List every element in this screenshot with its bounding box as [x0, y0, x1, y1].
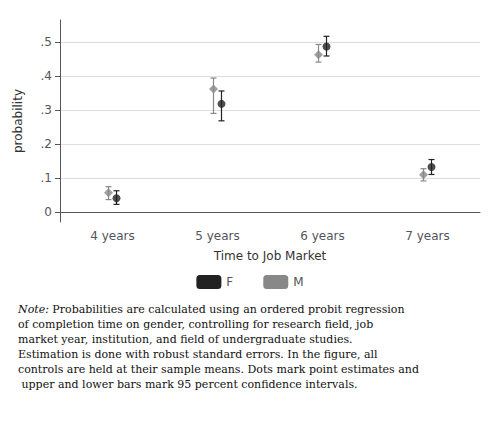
svg-text:0: 0 [44, 205, 52, 219]
svg-text:Note:: Note: [17, 303, 49, 316]
svg-text:6 years: 6 years [300, 229, 344, 243]
svg-text:7 years: 7 years [405, 229, 449, 243]
svg-text:market year, institution, and: market year, institution, and field of u… [18, 333, 356, 346]
svg-text:Probabilities are calculated u: Probabilities are calculated using an or… [49, 303, 408, 316]
svg-text:.1: .1 [41, 171, 52, 185]
svg-text:F: F [226, 275, 233, 289]
svg-text:.5: .5 [41, 35, 52, 49]
svg-text:Estimation is done with robust: Estimation is done with robust standard … [18, 348, 381, 361]
svg-text:of completion time on gender,: of completion time on gender, controllin… [18, 318, 377, 331]
svg-text:controls are held at their sam: controls are held at their sample means.… [18, 363, 419, 376]
svg-text:.3: .3 [41, 103, 52, 117]
svg-text:Time to Job Market: Time to Job Market [213, 249, 327, 263]
svg-text:.4: .4 [41, 69, 52, 83]
svg-text:probability: probability [11, 89, 25, 153]
svg-text:M: M [293, 275, 303, 289]
svg-text:5 years: 5 years [195, 229, 239, 243]
svg-text:4 years: 4 years [90, 229, 134, 243]
svg-text:upper and lower bars mark 95 p: upper and lower bars mark 95 percent con… [18, 378, 358, 391]
svg-text:.2: .2 [41, 137, 52, 151]
